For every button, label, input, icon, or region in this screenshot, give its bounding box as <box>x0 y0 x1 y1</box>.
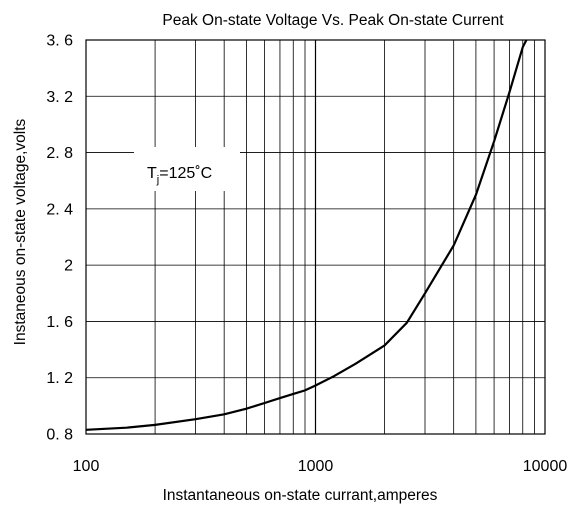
y-tick-label: 3. 2 <box>46 89 73 106</box>
annotation-box <box>134 147 240 191</box>
y-tick-label: 0. 8 <box>46 427 73 444</box>
y-tick-label: 1. 6 <box>46 314 73 331</box>
y-tick-label: 1. 2 <box>46 370 73 387</box>
y-tick-label: 3. 6 <box>46 33 73 50</box>
y-tick-labels: 0. 8 1. 2 1. 6 2 2. 4 2. 8 3. 2 3. 6 <box>46 33 73 444</box>
x-tick-label: 1000 <box>298 458 334 475</box>
plot-frame <box>85 39 546 435</box>
y-tick-label: 2 <box>64 258 73 275</box>
y-tick-label: 2. 4 <box>46 201 73 218</box>
series-line <box>85 39 528 431</box>
x-tick-label: 100 <box>73 458 100 475</box>
y-tick-label: 2. 8 <box>46 145 73 162</box>
grid <box>86 39 545 435</box>
annotation-label: Tj=125˚C <box>147 165 212 186</box>
x-tick-labels: 100 1000 10000 <box>73 458 568 475</box>
chart-title: Peak On-state Voltage Vs. Peak On-state … <box>162 12 504 29</box>
x-tick-label: 10000 <box>523 458 568 475</box>
x-axis-label: Instantaneous on-state currant,amperes <box>163 487 438 504</box>
y-axis-label: Instaneous on-state voltage,volts <box>12 118 29 345</box>
